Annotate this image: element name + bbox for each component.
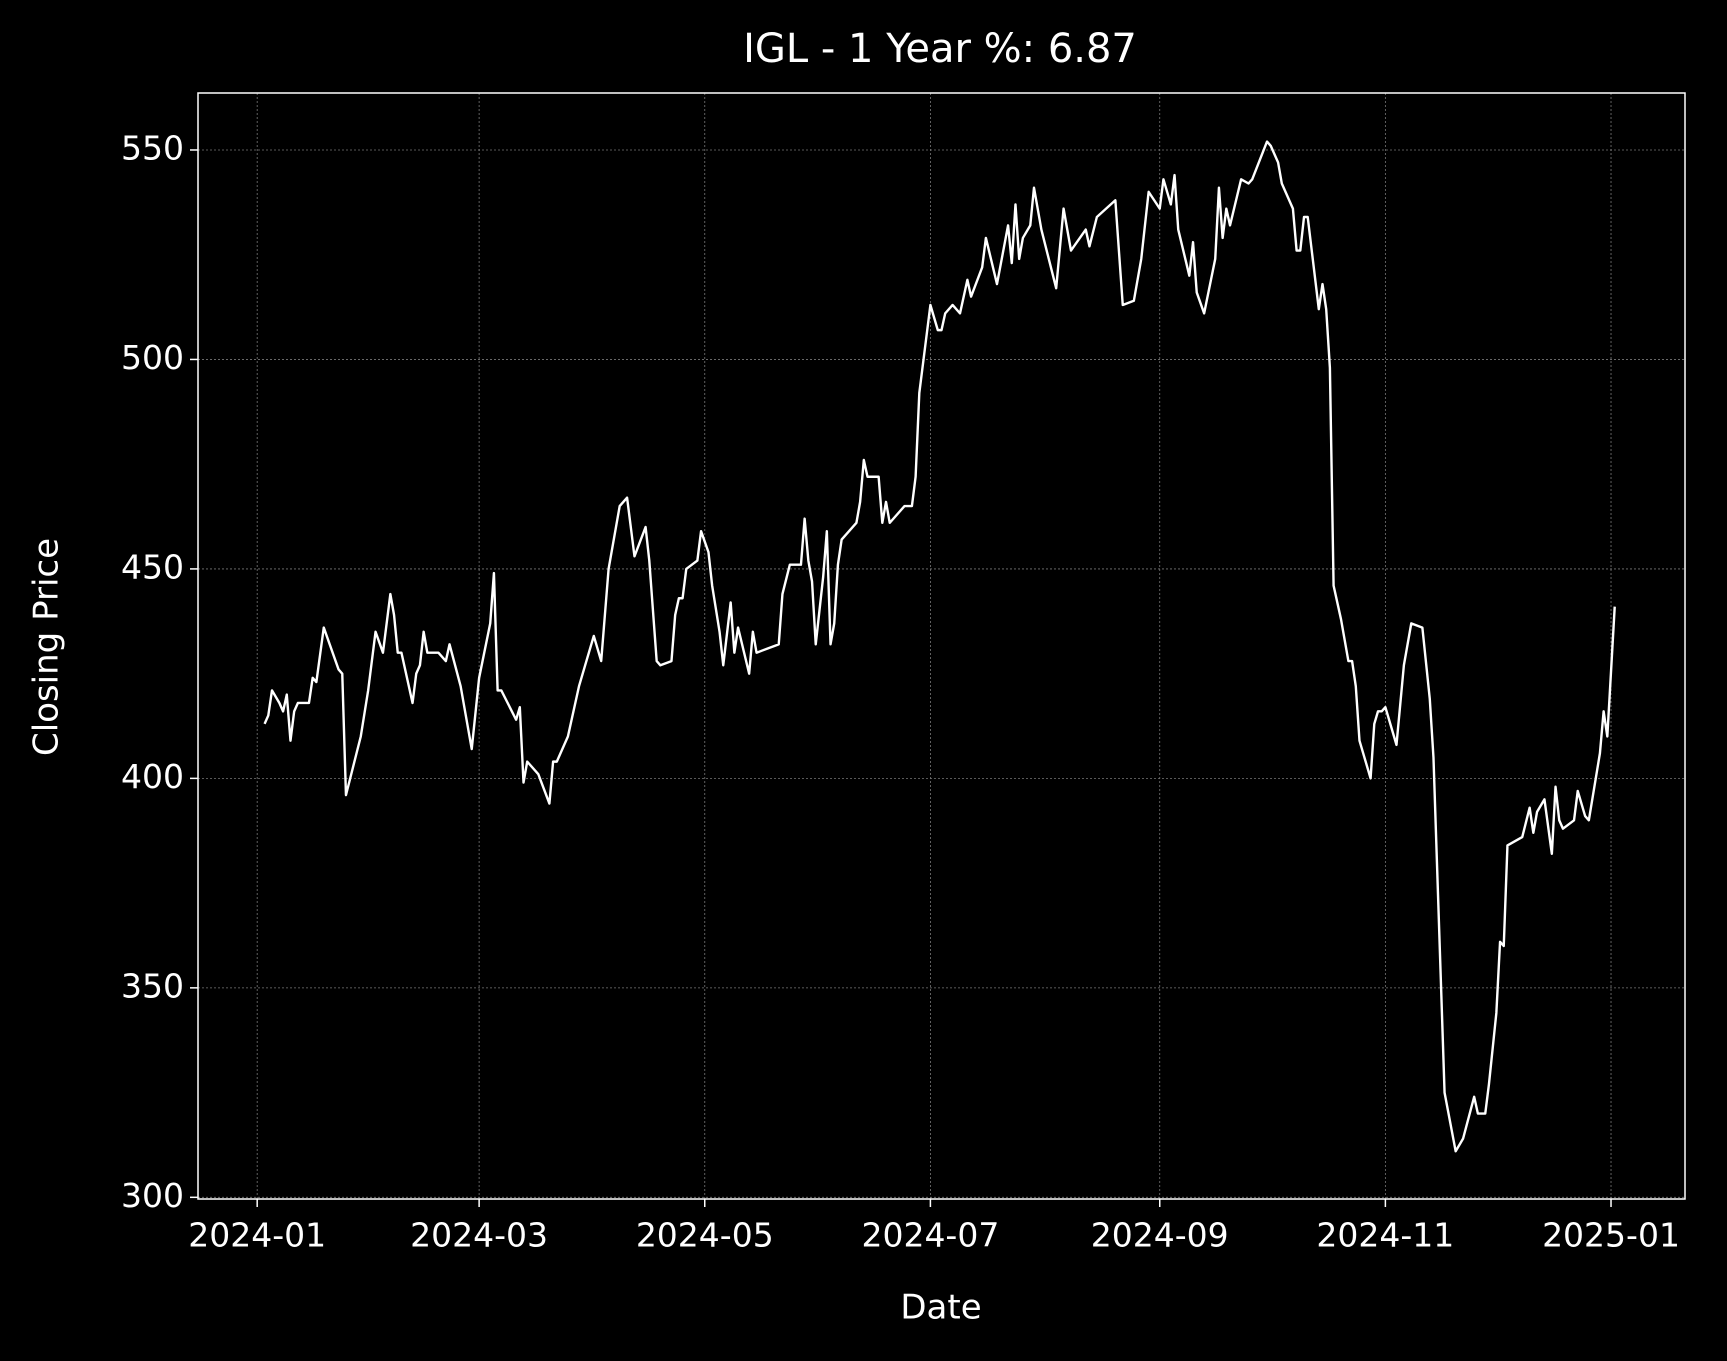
x-tick-label: 2024-07 [861, 1216, 999, 1255]
y-tick-label: 300 [121, 1176, 184, 1215]
x-tick-label: 2025-01 [1542, 1216, 1680, 1255]
y-axis-label: Closing Price [27, 538, 67, 756]
y-tick-label: 350 [121, 966, 184, 1005]
y-tick-label: 550 [121, 128, 184, 167]
x-tick-label: 2024-11 [1316, 1216, 1454, 1255]
plot-frame [197, 92, 1686, 1200]
y-tick-label: 400 [121, 757, 184, 796]
x-tick-label: 2024-09 [1091, 1216, 1229, 1255]
chart-title: IGL - 1 Year %: 6.87 [743, 26, 1137, 72]
y-tick-label: 500 [121, 338, 184, 377]
y-tick-label: 450 [121, 547, 184, 586]
price-line [263, 140, 1616, 1153]
x-tick-label: 2024-03 [410, 1216, 548, 1255]
x-tick-label: 2024-01 [188, 1216, 326, 1255]
x-tick-label: 2024-05 [636, 1216, 774, 1255]
x-axis-label: Date [900, 1288, 981, 1328]
